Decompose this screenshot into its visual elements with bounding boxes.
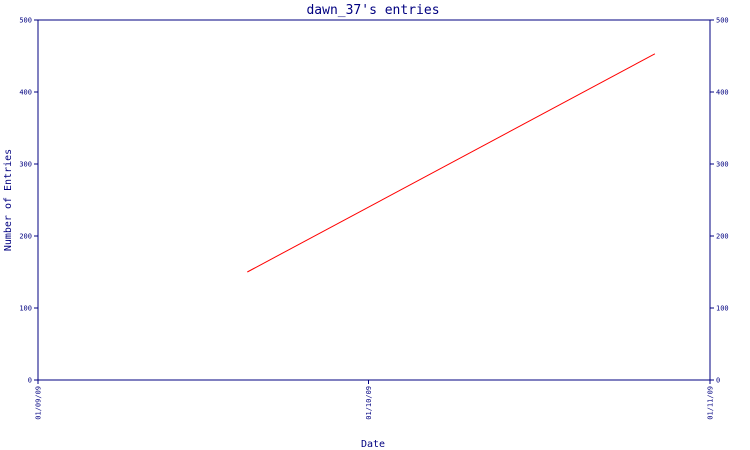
y-tick-label-left-5: 500	[19, 17, 32, 25]
y-tick-label-right-4: 400	[716, 89, 729, 97]
y-tick-label-left-4: 400	[19, 89, 32, 97]
y-tick-label-right-0: 0	[716, 377, 720, 385]
series-line-0	[247, 53, 656, 273]
x-axis-label: Date	[361, 439, 385, 450]
chart-title: dawn_37's entries	[306, 3, 439, 18]
y-tick-label-right-1: 100	[716, 305, 729, 313]
y-axis-label: Number of Entries	[3, 149, 14, 251]
plot-frame	[37, 19, 711, 381]
y-tick-label-right-2: 200	[716, 233, 729, 241]
series-layer	[247, 53, 656, 273]
y-tick-label-left-2: 200	[19, 233, 32, 241]
y-axis-left: 0 100 200 300 400 500	[19, 17, 38, 385]
y-tick-label-right-5: 500	[716, 17, 729, 25]
x-tick-label-1: 01/10/09	[365, 386, 373, 420]
y-tick-label-right-3: 300	[716, 161, 729, 169]
x-tick-label-2: 01/11/09	[707, 386, 715, 420]
y-axis-right: 0 100 200 300 400 500	[710, 17, 729, 385]
y-tick-label-left-0: 0	[28, 377, 32, 385]
y-tick-label-left-1: 100	[19, 305, 32, 313]
x-tick-label-0: 01/09/09	[35, 386, 43, 420]
x-axis: 01/09/09 01/10/09 01/11/09	[35, 380, 715, 420]
y-tick-label-left-3: 300	[19, 161, 32, 169]
